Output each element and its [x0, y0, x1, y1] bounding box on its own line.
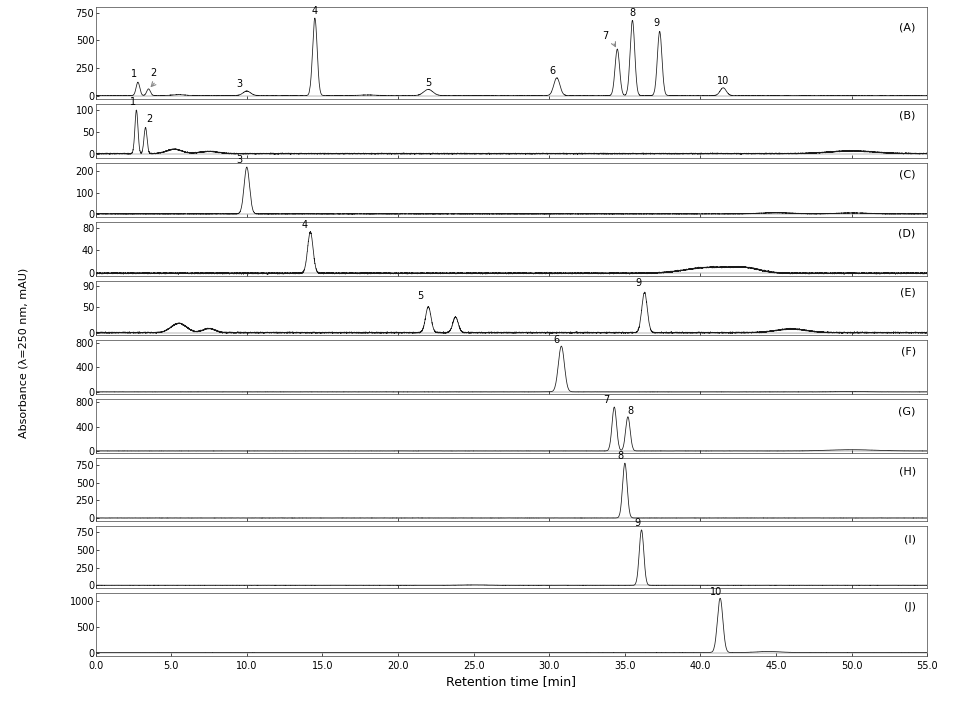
Text: 10: 10: [717, 76, 729, 86]
Text: (F): (F): [901, 347, 916, 357]
Text: 3: 3: [236, 155, 242, 166]
Text: (A): (A): [900, 23, 916, 32]
Text: 3: 3: [236, 80, 242, 90]
Text: 2: 2: [150, 68, 156, 78]
Text: 5: 5: [425, 78, 431, 87]
Text: (H): (H): [899, 467, 916, 477]
Text: 9: 9: [654, 18, 660, 27]
Text: (G): (G): [899, 406, 916, 416]
Text: (B): (B): [900, 111, 916, 121]
Text: 10: 10: [709, 587, 722, 597]
Text: 4: 4: [301, 220, 307, 230]
Text: 2: 2: [146, 114, 152, 124]
Text: 4: 4: [312, 6, 318, 16]
Text: 8: 8: [629, 8, 636, 18]
Text: 1: 1: [131, 69, 138, 79]
Text: 6: 6: [554, 335, 560, 345]
Text: 6: 6: [550, 66, 555, 75]
Text: (C): (C): [900, 170, 916, 180]
Text: Absorbance (λ=250 nm, mAU): Absorbance (λ=250 nm, mAU): [19, 267, 29, 438]
Text: 7: 7: [602, 31, 608, 42]
Text: 8: 8: [618, 451, 623, 461]
Text: 9: 9: [636, 278, 641, 288]
Text: 8: 8: [628, 405, 634, 415]
X-axis label: Retention time [min]: Retention time [min]: [446, 675, 576, 687]
Text: 9: 9: [634, 518, 640, 528]
Text: 5: 5: [418, 290, 424, 300]
Text: 1: 1: [130, 97, 136, 107]
Text: (J): (J): [903, 602, 916, 612]
Text: (I): (I): [903, 534, 916, 544]
Text: 7: 7: [603, 395, 610, 405]
Text: (D): (D): [899, 229, 916, 239]
Text: (E): (E): [900, 288, 916, 298]
